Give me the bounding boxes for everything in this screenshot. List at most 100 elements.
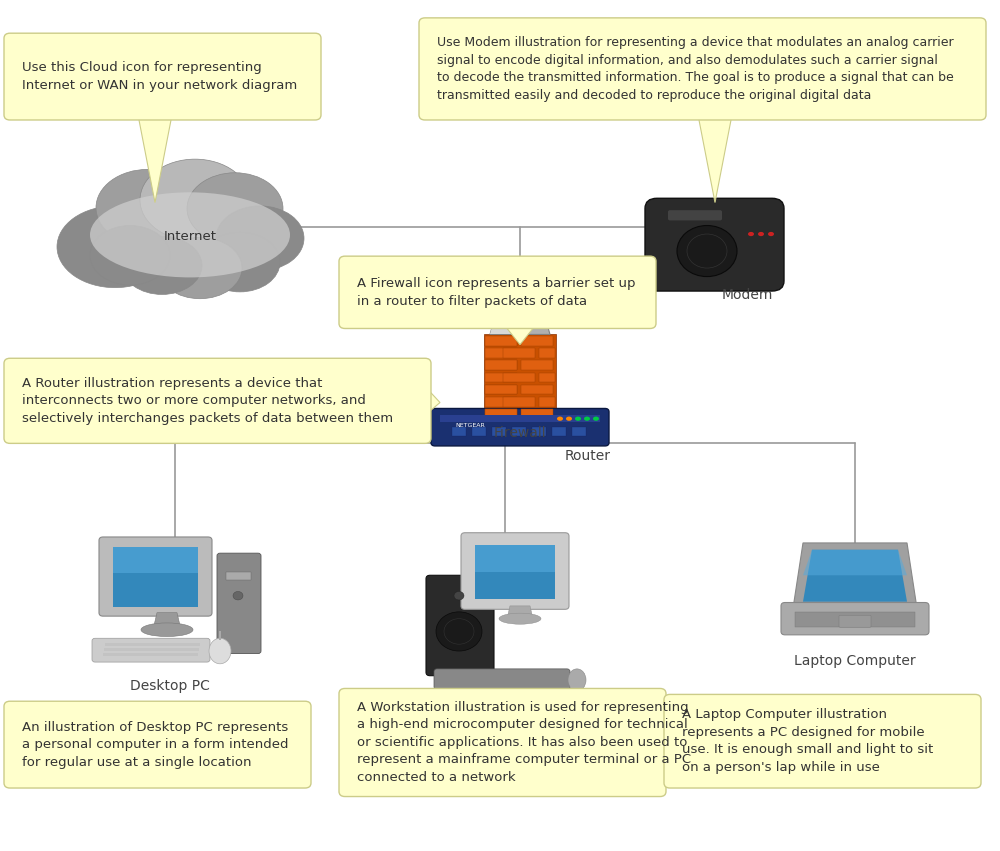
Text: Desktop PC: Desktop PC [130, 679, 210, 693]
Polygon shape [698, 115, 732, 203]
FancyBboxPatch shape [339, 256, 656, 328]
Bar [503, 373, 535, 382]
FancyBboxPatch shape [99, 537, 212, 616]
Bar [472, 427, 486, 436]
Bar [532, 427, 546, 436]
Ellipse shape [90, 226, 170, 285]
Polygon shape [153, 613, 181, 630]
Text: Laptop Computer: Laptop Computer [794, 654, 916, 667]
Text: A Laptop Computer illustration
represents a PC designed for mobile
use. It is en: A Laptop Computer illustration represent… [682, 709, 933, 774]
Text: Use Modem illustration for representing a device that modulates an analog carrie: Use Modem illustration for representing … [437, 37, 954, 101]
Bar [485, 409, 517, 419]
Polygon shape [793, 543, 917, 608]
Ellipse shape [557, 417, 563, 421]
Text: Router: Router [565, 449, 611, 463]
Ellipse shape [748, 231, 754, 237]
Bar [103, 653, 198, 656]
Bar [485, 348, 517, 358]
FancyBboxPatch shape [92, 638, 210, 662]
Bar [485, 361, 517, 370]
FancyBboxPatch shape [419, 18, 986, 120]
Polygon shape [425, 386, 440, 415]
FancyBboxPatch shape [645, 198, 784, 291]
FancyBboxPatch shape [839, 615, 871, 627]
Bar [113, 547, 198, 573]
Text: A Firewall icon represents a barrier set up
in a router to filter packets of dat: A Firewall icon represents a barrier set… [357, 277, 636, 307]
Bar [521, 361, 553, 370]
Bar [521, 336, 553, 346]
Bar [572, 427, 586, 436]
Text: A Router illustration represents a device that
interconnects two or more compute: A Router illustration represents a devic… [22, 377, 393, 425]
Bar [475, 545, 555, 599]
Ellipse shape [140, 159, 250, 241]
Text: A Workstation illustration is used for representing
a high-end microcomputer des: A Workstation illustration is used for r… [357, 701, 691, 784]
Bar [521, 409, 553, 419]
Text: An illustration of Desktop PC represents
a personal computer in a form intended
: An illustration of Desktop PC represents… [22, 721, 288, 768]
Bar [492, 427, 506, 436]
Bar [452, 427, 466, 436]
FancyBboxPatch shape [781, 603, 929, 635]
Bar [539, 373, 555, 382]
Ellipse shape [90, 192, 290, 277]
Ellipse shape [57, 206, 173, 288]
Bar [485, 361, 517, 370]
Bar [485, 336, 517, 346]
FancyBboxPatch shape [4, 358, 431, 443]
Ellipse shape [200, 232, 280, 292]
Bar [552, 427, 566, 436]
Text: Use this Cloud icon for representing
Internet or WAN in your network diagram: Use this Cloud icon for representing Int… [22, 61, 297, 92]
FancyBboxPatch shape [461, 533, 569, 609]
Bar [539, 348, 555, 358]
Ellipse shape [209, 638, 231, 664]
Ellipse shape [141, 623, 193, 637]
Bar [485, 409, 517, 419]
Polygon shape [803, 550, 907, 602]
Bar [485, 336, 517, 346]
Bar [512, 427, 526, 436]
Text: Internet: Internet [164, 230, 216, 243]
Ellipse shape [566, 417, 572, 421]
Bar [226, 572, 251, 580]
Polygon shape [507, 606, 533, 619]
FancyBboxPatch shape [664, 694, 981, 788]
Bar [219, 631, 221, 640]
Ellipse shape [568, 669, 586, 691]
FancyBboxPatch shape [426, 575, 494, 676]
Bar [485, 385, 517, 394]
Polygon shape [490, 306, 520, 334]
Ellipse shape [187, 173, 283, 244]
Polygon shape [138, 115, 172, 203]
Bar [795, 612, 915, 627]
Polygon shape [490, 306, 550, 334]
Text: Modem: Modem [721, 288, 773, 301]
FancyBboxPatch shape [339, 688, 666, 797]
Ellipse shape [216, 206, 304, 271]
Text: Workstation: Workstation [463, 706, 547, 720]
Bar [105, 643, 200, 646]
Bar [521, 385, 553, 394]
Ellipse shape [499, 613, 541, 625]
Ellipse shape [758, 231, 764, 237]
Ellipse shape [677, 226, 737, 277]
Ellipse shape [454, 591, 464, 600]
Ellipse shape [233, 591, 243, 600]
Bar [539, 397, 555, 407]
Ellipse shape [436, 612, 482, 651]
Bar [485, 397, 517, 407]
Bar [440, 415, 600, 422]
Polygon shape [503, 323, 537, 345]
Bar [113, 547, 198, 607]
Ellipse shape [96, 169, 200, 246]
Ellipse shape [768, 231, 774, 237]
Bar [503, 397, 535, 407]
Bar [503, 348, 535, 358]
Polygon shape [803, 550, 907, 575]
Ellipse shape [575, 417, 581, 421]
Ellipse shape [122, 237, 202, 294]
Text: Firewall: Firewall [494, 426, 546, 439]
Bar [485, 373, 517, 382]
FancyBboxPatch shape [668, 210, 722, 220]
FancyBboxPatch shape [434, 669, 570, 689]
FancyBboxPatch shape [217, 553, 261, 654]
Text: NETGEAR: NETGEAR [455, 423, 485, 428]
